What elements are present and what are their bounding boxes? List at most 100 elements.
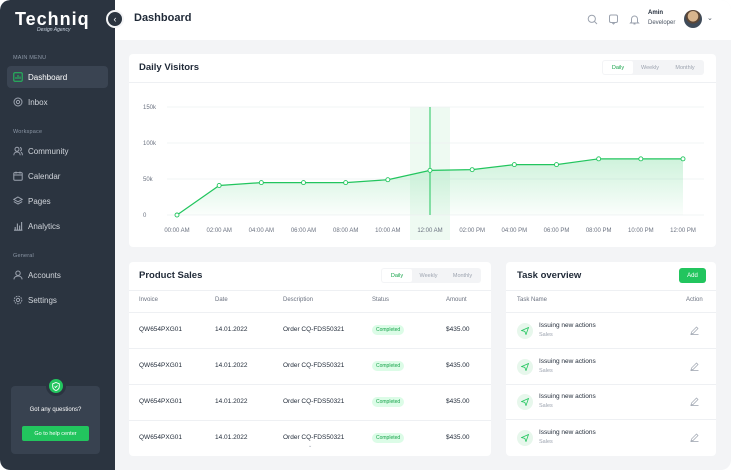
date-cell: 14.01.2022 (215, 434, 248, 441)
amount-cell: $435.00 (446, 434, 470, 441)
chevron-down-icon[interactable]: ⌄ (707, 15, 713, 22)
x-tick-label: 06:00 PM (544, 228, 570, 234)
tab-daily[interactable]: Daily (603, 61, 633, 74)
y-tick-label: 100k (143, 141, 157, 147)
card-divider (129, 290, 491, 291)
row-divider (129, 420, 491, 421)
section-title-general: General (13, 253, 34, 259)
invoice-cell: QW654PXG01 (139, 326, 182, 333)
logo: Techniq Design Agency (15, 9, 90, 33)
row-divider (506, 348, 716, 349)
sidebar-item-settings[interactable]: Settings (7, 289, 108, 311)
sidebar-item-calendar[interactable]: Calendar (7, 165, 108, 187)
task-title: Issuing new actions (539, 393, 596, 400)
description-cell: Order CQ-FDS50321 (283, 362, 345, 369)
task-title: Issuing new actions (539, 358, 596, 365)
column-header-task-name: Task Name (517, 297, 548, 303)
data-point (258, 180, 264, 186)
sidebar-item-label: Dashboard (28, 72, 68, 82)
edit-icon[interactable] (690, 362, 699, 371)
shield-icon (46, 376, 66, 396)
sidebar-item-accounts[interactable]: Accounts (7, 264, 108, 286)
edit-icon[interactable] (690, 397, 699, 406)
sidebar-item-label: Inbox (28, 97, 48, 107)
task-title: Issuing new actions (539, 322, 596, 329)
sidebar-item-dashboard[interactable]: Dashboard (7, 66, 108, 88)
column-header-action: Action (686, 297, 703, 303)
sidebar-item-label: Analytics (28, 221, 61, 231)
sidebar-item-pages[interactable]: Pages (7, 190, 108, 212)
x-tick-label: 00:00 AM (164, 228, 189, 234)
y-tick-label: 0 (143, 213, 147, 219)
column-header-description: Description (283, 297, 314, 303)
sidebar-collapse-button[interactable]: ‹ (106, 10, 124, 28)
help-center-button[interactable]: Go to help center (22, 426, 89, 441)
avatar[interactable] (684, 10, 702, 28)
x-tick-label: 12:00 AM (417, 228, 442, 234)
search-icon[interactable] (586, 13, 598, 25)
tab-daily[interactable]: Daily (382, 269, 412, 282)
header-divider (506, 312, 716, 313)
daily-visitors-card: Daily Visitors Daily Weekly Monthly 150k… (129, 54, 716, 247)
data-point (427, 167, 433, 173)
amount-cell: $435.00 (446, 326, 470, 333)
tab-monthly[interactable]: Monthly (675, 64, 695, 71)
x-tick-label: 08:00 PM (586, 228, 612, 234)
amount-cell: $435.00 (446, 362, 470, 369)
sidebar-item-label: Calendar (28, 171, 61, 181)
tab-weekly[interactable]: Weekly (419, 272, 438, 279)
row-divider (506, 419, 716, 420)
sidebar-item-community[interactable]: Community (7, 140, 108, 162)
chart-icon (13, 72, 23, 82)
bar-chart-icon (13, 221, 23, 231)
help-text: Got any questions? (29, 407, 82, 413)
x-tick-label: 10:00 PM (628, 228, 654, 234)
user-icon (13, 270, 23, 280)
user-name: Amin (648, 10, 663, 16)
scroll-indicator-icon[interactable]: ⌄ (308, 443, 313, 449)
data-point (385, 177, 391, 183)
send-icon (517, 323, 533, 339)
invoice-cell: QW654PXG01 (139, 398, 182, 405)
user-role: Developer (648, 20, 676, 26)
x-tick-label: 02:00 PM (459, 228, 485, 234)
bell-icon[interactable] (628, 13, 640, 25)
send-icon (517, 394, 533, 410)
task-subtitle: Sales (539, 439, 553, 445)
sidebar-item-inbox[interactable]: Inbox (7, 91, 108, 113)
data-point (511, 162, 517, 168)
tab-weekly[interactable]: Weekly (641, 64, 659, 71)
sidebar-item-label: Accounts (28, 270, 61, 280)
card-divider (129, 82, 716, 83)
x-tick-label: 08:00 AM (333, 228, 358, 234)
section-title-workspace: Workspace (13, 129, 43, 135)
column-header-status: Status (372, 297, 390, 303)
header-divider (129, 312, 491, 313)
users-icon (13, 146, 23, 156)
x-tick-label: 02:00 AM (206, 228, 231, 234)
top-header: Dashboard Amin Developer ⌄ (115, 0, 731, 40)
invoice-cell: QW654PXG01 (139, 362, 182, 369)
send-icon (517, 430, 533, 446)
task-subtitle: Sales (539, 368, 553, 374)
tab-monthly[interactable]: Monthly (452, 272, 473, 279)
y-tick-label: 50k (143, 177, 154, 183)
description-cell: Order CQ-FDS50321 (283, 434, 345, 441)
x-tick-label: 12:00 PM (670, 228, 696, 234)
y-tick-label: 150k (143, 105, 157, 111)
column-header-date: Date (215, 297, 228, 303)
sidebar: Techniq Design Agency MAIN MENU Dashboar… (0, 0, 115, 470)
chat-icon[interactable] (607, 13, 619, 25)
edit-icon[interactable] (690, 326, 699, 335)
sidebar-item-analytics[interactable]: Analytics (7, 215, 108, 237)
task-subtitle: Sales (539, 403, 553, 409)
add-task-button[interactable]: Add (679, 268, 706, 283)
column-header-invoice: Invoice (139, 297, 159, 303)
edit-icon[interactable] (690, 433, 699, 442)
tasks-title: Task overview (517, 270, 582, 281)
card-divider (506, 290, 716, 291)
data-point (174, 212, 180, 218)
invoice-cell: QW654PXG01 (139, 434, 182, 441)
section-title-main: MAIN MENU (13, 55, 47, 61)
data-point (469, 167, 475, 173)
